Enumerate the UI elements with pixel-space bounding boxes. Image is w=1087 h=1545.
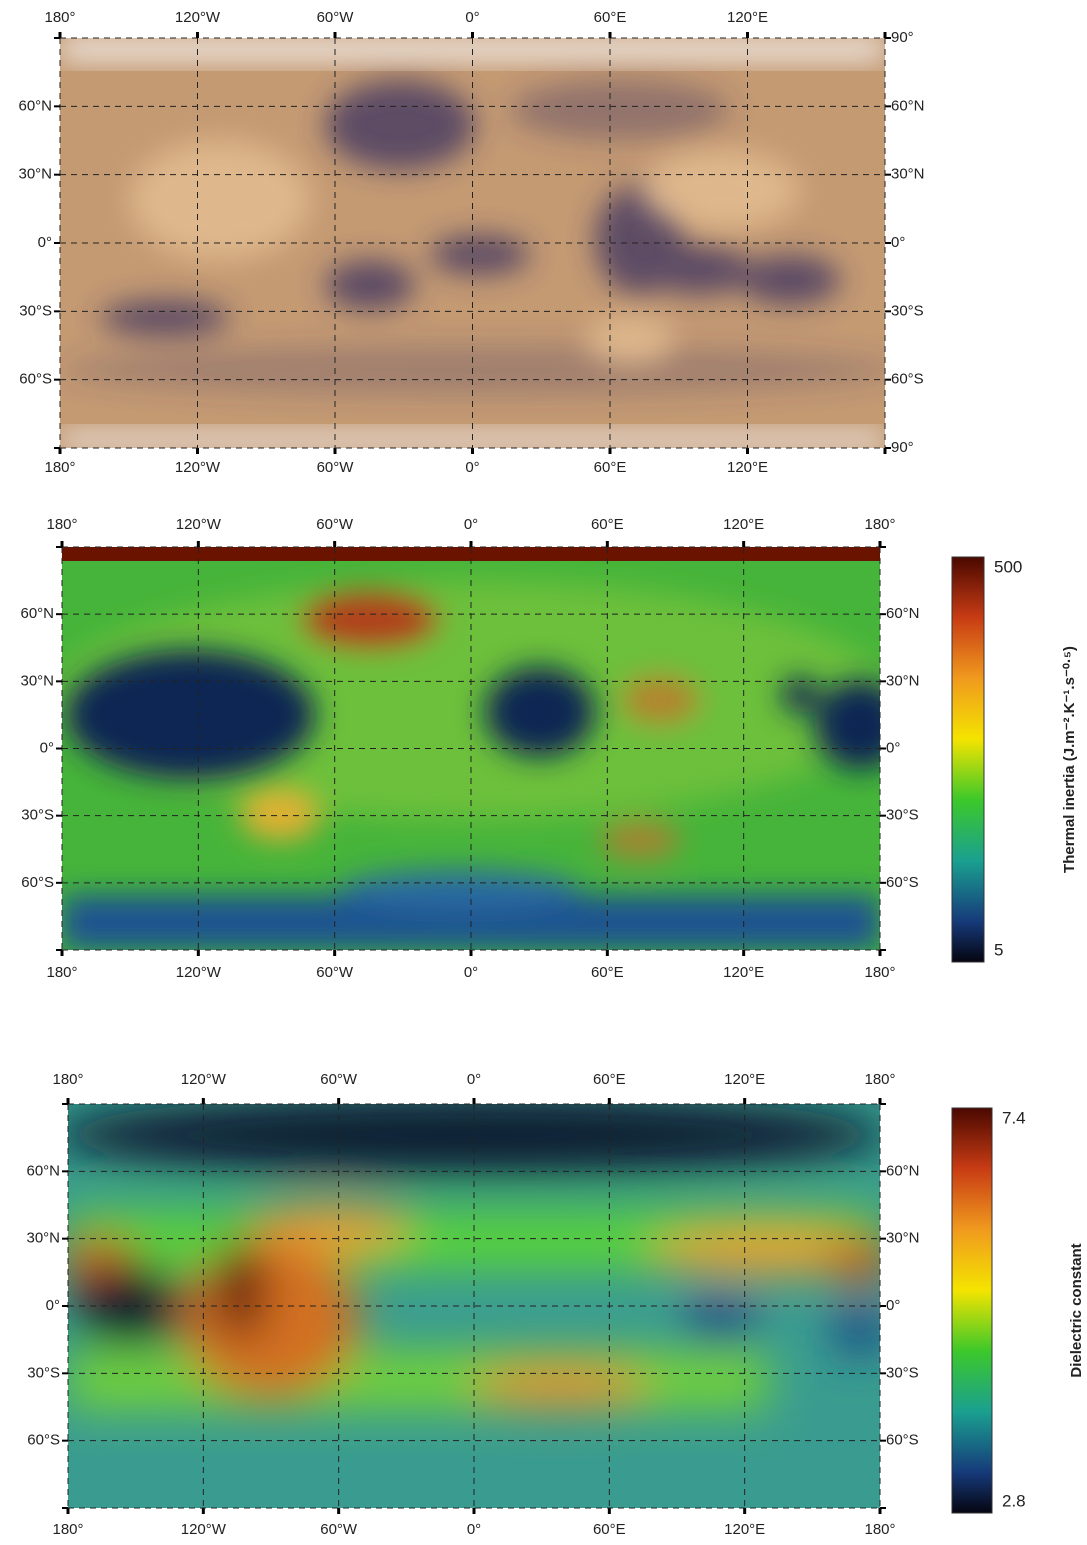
latitude-label: 30°N <box>886 1230 920 1247</box>
latitude-label: 30°S <box>886 1364 919 1381</box>
latitude-label: 30°N <box>26 1230 60 1247</box>
latitude-label: 60°S <box>19 371 52 388</box>
longitude-label: 180° <box>44 459 75 476</box>
latitude-label: 30°S <box>19 302 52 319</box>
colorbar-title: Thermal inertia (J.m⁻².K⁻¹.s⁻⁰·⁵) <box>1061 646 1078 873</box>
latitude-label: 30°S <box>891 302 924 319</box>
latitude-label: 90° <box>891 439 914 456</box>
longitude-label: 180° <box>44 9 75 26</box>
longitude-label: 60°W <box>317 459 355 476</box>
longitude-label: 180° <box>864 1071 895 1088</box>
latitude-label: 90° <box>891 29 914 46</box>
longitude-label: 120°W <box>181 1521 227 1538</box>
latitude-label: 30°S <box>886 807 919 824</box>
longitude-label: 60°E <box>591 964 624 981</box>
longitude-label: 60°W <box>320 1071 358 1088</box>
latitude-label: 60°S <box>886 874 919 891</box>
longitude-label: 180° <box>864 1521 895 1538</box>
colorbar-min: 5 <box>994 940 1003 959</box>
longitude-label: 60°W <box>316 516 354 533</box>
longitude-label: 120°W <box>176 964 222 981</box>
longitude-label: 120°W <box>176 516 222 533</box>
longitude-label: 0° <box>467 1521 481 1538</box>
longitude-label: 180° <box>46 516 77 533</box>
latitude-label: 0° <box>891 234 905 251</box>
latitude-label: 0° <box>886 739 900 756</box>
latitude-label: 0° <box>46 1297 60 1314</box>
longitude-label: 120°W <box>175 9 221 26</box>
latitude-label: 60°S <box>891 371 924 388</box>
longitude-label: 60°E <box>593 1071 626 1088</box>
latitude-label: 60°S <box>21 874 54 891</box>
longitude-label: 0° <box>464 964 478 981</box>
longitude-label: 180° <box>52 1071 83 1088</box>
longitude-label: 120°E <box>723 516 764 533</box>
longitude-label: 120°E <box>724 1071 765 1088</box>
latitude-label: 60°N <box>886 1162 920 1179</box>
latitude-label: 0° <box>886 1297 900 1314</box>
latitude-label: 60°N <box>891 97 925 114</box>
latitude-label: 30°N <box>18 166 52 183</box>
longitude-label: 60°W <box>316 964 354 981</box>
longitude-label: 0° <box>467 1071 481 1088</box>
longitude-label: 120°E <box>727 459 768 476</box>
longitude-label: 0° <box>465 9 479 26</box>
latitude-label: 30°N <box>20 672 54 689</box>
latitude-label: 60°N <box>886 605 920 622</box>
latitude-label: 0° <box>40 739 54 756</box>
longitude-label: 180° <box>864 964 895 981</box>
longitude-label: 0° <box>464 516 478 533</box>
longitude-label: 180° <box>52 1521 83 1538</box>
longitude-label: 120°W <box>175 459 221 476</box>
longitude-label: 60°W <box>320 1521 358 1538</box>
colorbar-max: 7.4 <box>1002 1108 1026 1127</box>
latitude-label: 60°S <box>27 1432 60 1449</box>
latitude-label: 60°S <box>886 1432 919 1449</box>
latitude-label: 30°S <box>21 807 54 824</box>
longitude-label: 60°E <box>594 459 627 476</box>
thermal-inertia-map <box>62 547 880 950</box>
colorbar-min: 2.8 <box>1002 1491 1026 1510</box>
latitude-label: 30°N <box>891 166 925 183</box>
latitude-label: 60°N <box>20 605 54 622</box>
colorbar-max: 500 <box>994 557 1022 576</box>
longitude-label: 120°E <box>723 964 764 981</box>
latitude-label: 30°N <box>886 672 920 689</box>
latitude-label: 30°S <box>27 1364 60 1381</box>
latitude-label: 0° <box>38 234 52 251</box>
longitude-label: 120°E <box>727 9 768 26</box>
latitude-label: 60°N <box>18 97 52 114</box>
colorbar <box>951 556 985 963</box>
longitude-label: 0° <box>465 459 479 476</box>
longitude-label: 60°E <box>591 516 624 533</box>
longitude-label: 120°E <box>724 1521 765 1538</box>
longitude-label: 180° <box>864 516 895 533</box>
colorbar-title: Dielectric constant <box>1068 1243 1085 1377</box>
latitude-label: 60°N <box>26 1162 60 1179</box>
longitude-label: 120°W <box>181 1071 227 1088</box>
longitude-label: 60°E <box>594 9 627 26</box>
longitude-label: 60°E <box>593 1521 626 1538</box>
longitude-label: 180° <box>46 964 77 981</box>
colorbar <box>951 1107 993 1514</box>
longitude-label: 60°W <box>317 9 355 26</box>
dielectric-map <box>68 1104 880 1508</box>
